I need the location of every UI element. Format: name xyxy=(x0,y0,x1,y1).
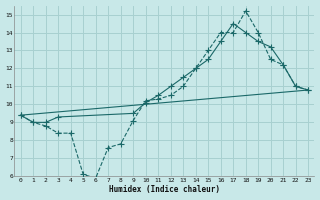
X-axis label: Humidex (Indice chaleur): Humidex (Indice chaleur) xyxy=(109,185,220,194)
